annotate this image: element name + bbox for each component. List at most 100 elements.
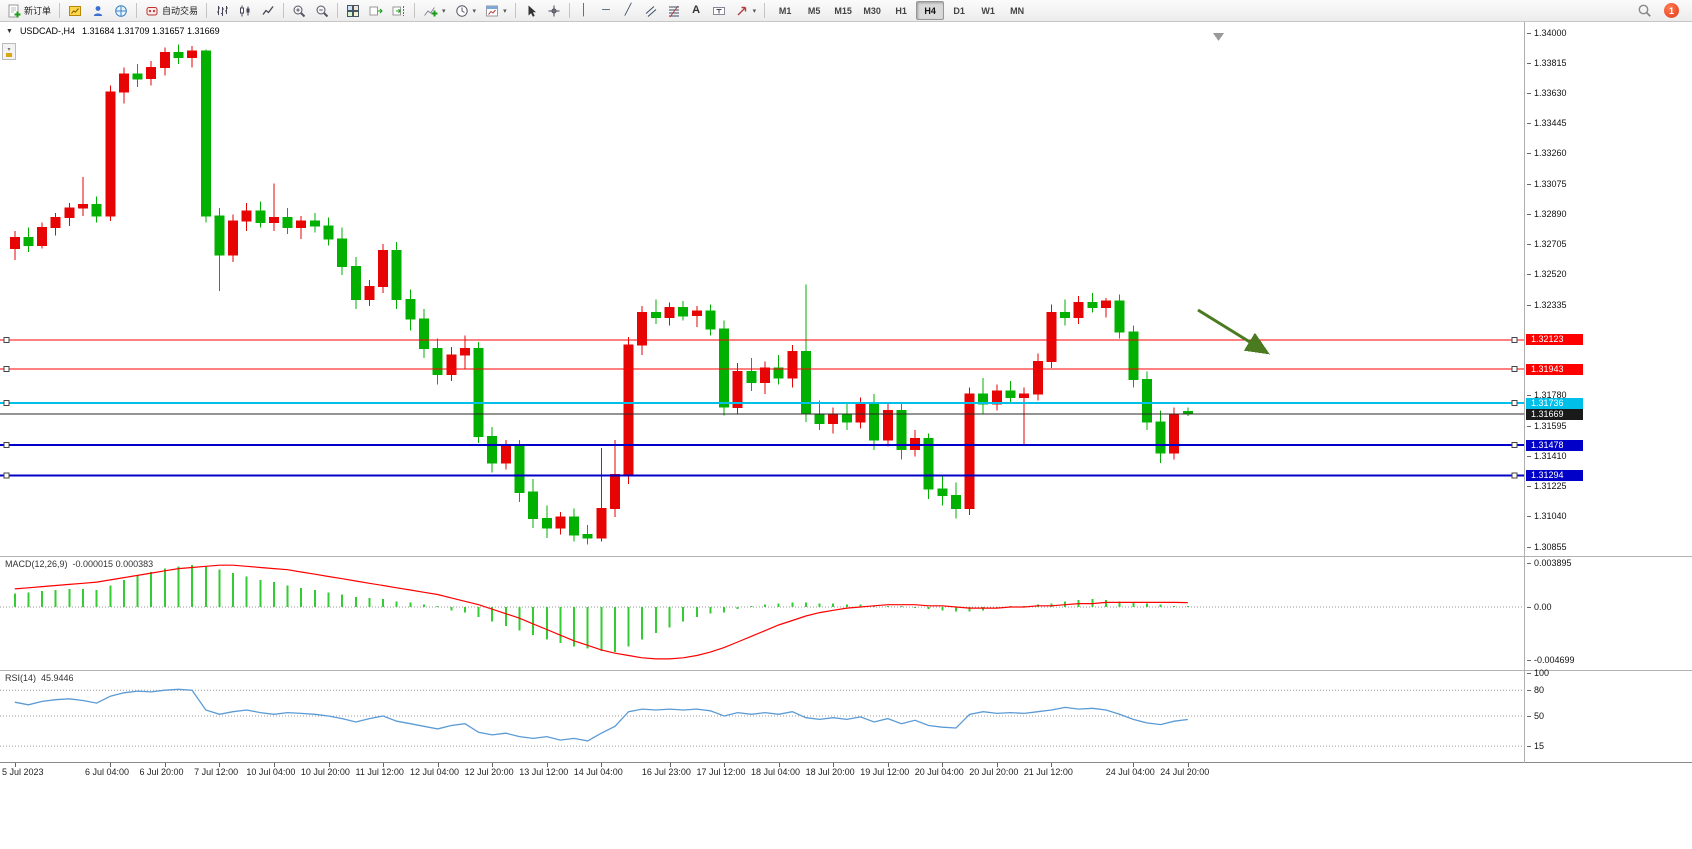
separator (206, 3, 208, 18)
line-handle (3, 472, 10, 479)
candle (173, 44, 184, 65)
price-tick-label: 1.33445 (1527, 118, 1567, 129)
horizontal-line-object[interactable] (0, 366, 1524, 373)
candle (514, 440, 525, 503)
panel-splitter[interactable] (0, 670, 1692, 671)
arrow-tool-icon (735, 4, 749, 18)
time-scale[interactable]: 5 Jul 2023 6 Jul 04:00 6 Jul 20:00 7 Jul 12… (0, 762, 1692, 784)
periods-button[interactable]: ▾ (451, 1, 481, 20)
timeframe-button-m15[interactable]: M15 (834, 5, 852, 16)
search-icon (1637, 3, 1652, 18)
timeframe-button-m30[interactable]: M30 (863, 5, 881, 16)
auto-trading-label: 自动交易 (162, 6, 199, 16)
candle (391, 242, 402, 310)
candle (405, 289, 416, 331)
new-order-button[interactable]: 新订单 (3, 1, 55, 20)
market-watch-button[interactable] (64, 1, 86, 20)
horizontal-line-icon: ─ (602, 4, 610, 16)
rsi-panel[interactable] (0, 671, 1524, 767)
candle (964, 387, 975, 516)
panel-splitter[interactable] (0, 556, 1692, 557)
time-tick (996, 763, 998, 767)
line-chart-button[interactable] (257, 1, 279, 20)
timeframe-button-h4[interactable]: H4 (916, 1, 945, 20)
horizontal-line-button[interactable]: ─ (596, 1, 617, 20)
price-tick-label: 1.32520 (1527, 269, 1567, 280)
data-window-button[interactable] (110, 1, 132, 20)
zoom-out-button[interactable] (311, 1, 333, 20)
price-tick-label: 1.34000 (1527, 27, 1567, 38)
timeframe-button-w1[interactable]: W1 (981, 5, 995, 16)
price-label-badge: 1.31736 (1526, 397, 1583, 409)
main-chart[interactable] (0, 22, 1524, 561)
auto-scroll-icon (369, 4, 383, 18)
navigator-button[interactable] (87, 1, 109, 20)
channel-button[interactable] (640, 1, 662, 20)
timeframe-button-d1[interactable]: D1 (953, 5, 965, 16)
templates-button[interactable]: ▾ (481, 1, 511, 20)
zoom-in-button[interactable] (288, 1, 310, 20)
chart-shift-button[interactable] (388, 1, 410, 20)
trendline-button[interactable]: ╱ (618, 1, 639, 20)
macd-panel[interactable] (0, 557, 1524, 674)
candle (1087, 292, 1098, 313)
time-tick-label: 12 Jul 20:00 (464, 767, 514, 777)
one-click-trading-toggle[interactable]: ▾ (2, 43, 16, 60)
search-button[interactable] (1633, 1, 1656, 20)
crosshair-button[interactable] (543, 1, 565, 20)
chart-title: ▼ USDCAD-,H4 1.31684 1.31709 1.31657 1.3… (6, 26, 220, 36)
horizontal-line-object[interactable] (0, 400, 1524, 406)
time-tick (887, 763, 889, 767)
label-button[interactable] (708, 1, 730, 20)
new-order-icon (7, 4, 21, 18)
fibonacci-button[interactable] (663, 1, 685, 20)
vertical-line-button[interactable]: │ (574, 1, 595, 20)
text-button[interactable]: A (686, 1, 707, 20)
horizontal-line-object[interactable] (0, 442, 1524, 449)
time-tick-label: 20 Jul 20:00 (969, 767, 1019, 777)
templates-icon (485, 4, 499, 18)
chart-shift-marker[interactable] (1213, 33, 1224, 41)
timeframe-button-mn[interactable]: MN (1010, 5, 1025, 16)
arrow-object[interactable] (1197, 308, 1270, 355)
candlestick-chart-button[interactable] (234, 1, 256, 20)
candle (650, 299, 661, 324)
tile-windows-button[interactable] (342, 1, 364, 20)
separator (136, 3, 138, 18)
time-tick (328, 763, 330, 767)
zoom-in-icon (292, 4, 306, 18)
candle (705, 304, 716, 336)
price-scale[interactable]: 1.34000 1.33815 1.33630 1.33445 1.33260 1.330… (1525, 0, 1692, 849)
candle (187, 46, 198, 68)
arrows-button[interactable]: ▾ (731, 1, 761, 20)
bar-chart-button[interactable] (211, 1, 233, 20)
cursor-icon (524, 4, 538, 18)
horizontal-line-object[interactable] (0, 472, 1524, 479)
cursor-button[interactable] (520, 1, 542, 20)
candle (1114, 294, 1125, 339)
line-chart-icon (261, 4, 275, 18)
candle (800, 284, 811, 422)
time-tick (669, 763, 671, 767)
time-tick (383, 763, 385, 767)
auto-trading-button[interactable]: 自动交易 (141, 1, 202, 20)
indicators-button[interactable]: ▾ (419, 1, 450, 20)
timeframe-button-m1[interactable]: M1 (778, 5, 792, 16)
time-tick (492, 763, 494, 767)
chevron-down-icon: ▾ (503, 7, 507, 15)
title-expander-icon[interactable]: ▼ (6, 27, 13, 35)
auto-scroll-button[interactable] (365, 1, 387, 20)
timeframe-button-h1[interactable]: H1 (895, 5, 907, 16)
notifications-badge[interactable]: 1 (1664, 3, 1679, 18)
time-tick (546, 763, 548, 767)
candle (528, 479, 539, 529)
time-tick-label: 12 Jul 04:00 (410, 767, 460, 777)
candle (1169, 407, 1180, 460)
horizontal-line-object[interactable] (0, 336, 1524, 343)
timeframe-button-m5[interactable]: M5 (807, 5, 821, 16)
time-tick-label: 18 Jul 04:00 (751, 767, 801, 777)
candle (228, 214, 238, 262)
candle (1060, 299, 1071, 326)
timeframe-group: M1 M5 M15 M30 H1 H4 D1 W1 MN (771, 1, 1031, 20)
fibonacci-icon (667, 4, 681, 18)
